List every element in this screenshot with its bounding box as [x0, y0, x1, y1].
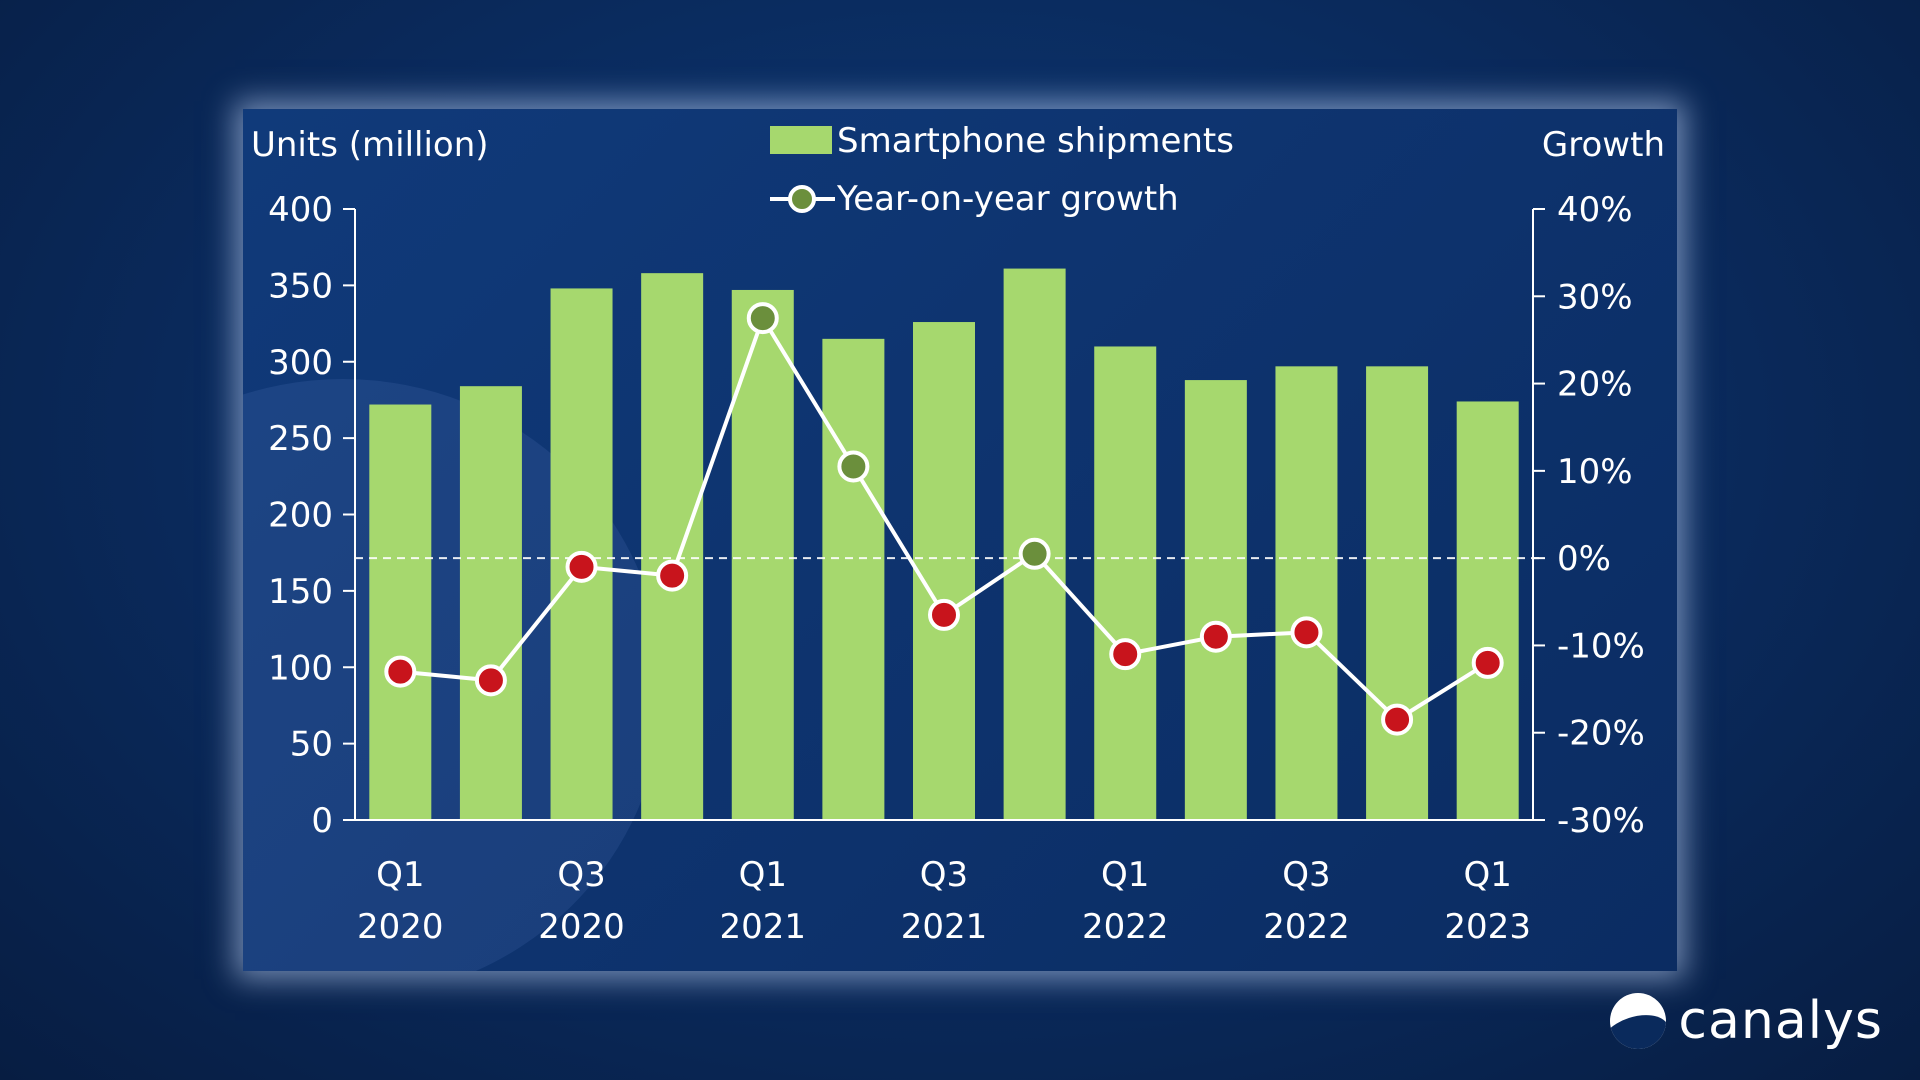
bar-q1-2021	[731, 289, 794, 820]
right-tick-label: -20%	[1557, 714, 1645, 754]
canalys-logo-mark-icon	[1610, 993, 1667, 1049]
legend-label-growth: Year-on-year growth	[836, 179, 1179, 219]
growth-point-q1-2023	[1471, 646, 1504, 679]
growth-point-q2-2020	[474, 664, 507, 697]
bar-q3-2021	[913, 322, 975, 820]
right-tick-label: 0%	[1557, 539, 1611, 579]
x-tick-label-quarter: Q1	[1101, 855, 1149, 895]
right-tick-label: 20%	[1557, 365, 1633, 405]
growth-point-q4-2021	[1018, 537, 1051, 570]
x-tick-label-year: 2020	[357, 907, 444, 947]
growth-point-q1-2021	[746, 302, 779, 335]
x-tick-label-year: 2021	[901, 907, 988, 947]
bar-q2-2021	[822, 338, 885, 820]
left-tick-label: 250	[268, 419, 333, 459]
x-tick-label-quarter: Q1	[1463, 855, 1511, 895]
right-axis-title: Growth	[1542, 125, 1665, 165]
left-axis-title: Units (million)	[251, 125, 489, 165]
x-tick-label-quarter: Q1	[739, 855, 787, 895]
growth-point-q4-2020	[656, 559, 689, 592]
left-tick-label: 200	[268, 496, 333, 536]
growth-point-q1-2022	[1109, 638, 1142, 671]
x-tick-label-year: 2021	[720, 907, 807, 947]
bar-q1-2020	[369, 404, 432, 820]
right-tick-label: 40%	[1557, 190, 1633, 230]
bar-q1-2023	[1456, 401, 1519, 820]
x-tick-label-quarter: Q3	[920, 855, 968, 895]
bar-q4-2022	[1366, 366, 1429, 820]
x-tick-label-quarter: Q1	[376, 855, 424, 895]
left-tick-label: 350	[268, 266, 333, 306]
legend-marker-icon	[788, 185, 816, 213]
left-tick-label: 400	[268, 190, 333, 230]
growth-point-q3-2020	[565, 550, 598, 583]
left-tick-label: 0	[311, 801, 333, 841]
growth-point-q4-2022	[1381, 703, 1414, 736]
x-tick-label-year: 2022	[1082, 907, 1169, 947]
left-tick-label: 150	[268, 572, 333, 612]
bar-q2-2020	[459, 386, 522, 820]
right-tick-label: -10%	[1557, 626, 1645, 666]
right-tick-label: 30%	[1557, 277, 1633, 317]
x-tick-label-year: 2023	[1444, 907, 1531, 947]
chart-panel: 400 350 300 250 200 150 100 50 0 40% 30% 20% 10% 0% -1…	[243, 109, 1677, 971]
growth-point-q3-2021	[928, 598, 960, 631]
x-tick-label-quarter: Q3	[557, 855, 605, 895]
x-tick-label-year: 2022	[1263, 907, 1350, 947]
growth-point-q2-2022	[1199, 620, 1232, 653]
right-tick-label: 10%	[1557, 452, 1633, 492]
shipments-chart: 400 350 300 250 200 150 100 50 0 40% 30% 20% 10% 0% -1…	[251, 121, 1665, 947]
bar-q3-2022	[1275, 366, 1338, 820]
right-tick-label: -30%	[1557, 801, 1645, 841]
left-tick-label: 300	[268, 343, 333, 383]
canalys-logo-text: canalys	[1678, 991, 1883, 1051]
canalys-logo: canalys	[1610, 986, 1883, 1056]
growth-point-q2-2021	[837, 450, 870, 483]
bar-q2-2022	[1184, 380, 1247, 820]
legend-label-shipments: Smartphone shipments	[837, 121, 1234, 161]
left-tick-label: 50	[290, 725, 333, 765]
growth-point-q1-2020	[384, 655, 417, 688]
bar-q1-2022	[1094, 346, 1157, 820]
left-tick-label: 100	[268, 648, 333, 688]
bar-q4-2020	[641, 273, 704, 820]
x-tick-label-quarter: Q3	[1282, 855, 1330, 895]
legend-bar-swatch	[770, 126, 832, 154]
growth-point-q3-2022	[1290, 616, 1323, 649]
x-tick-label-year: 2020	[538, 907, 625, 947]
